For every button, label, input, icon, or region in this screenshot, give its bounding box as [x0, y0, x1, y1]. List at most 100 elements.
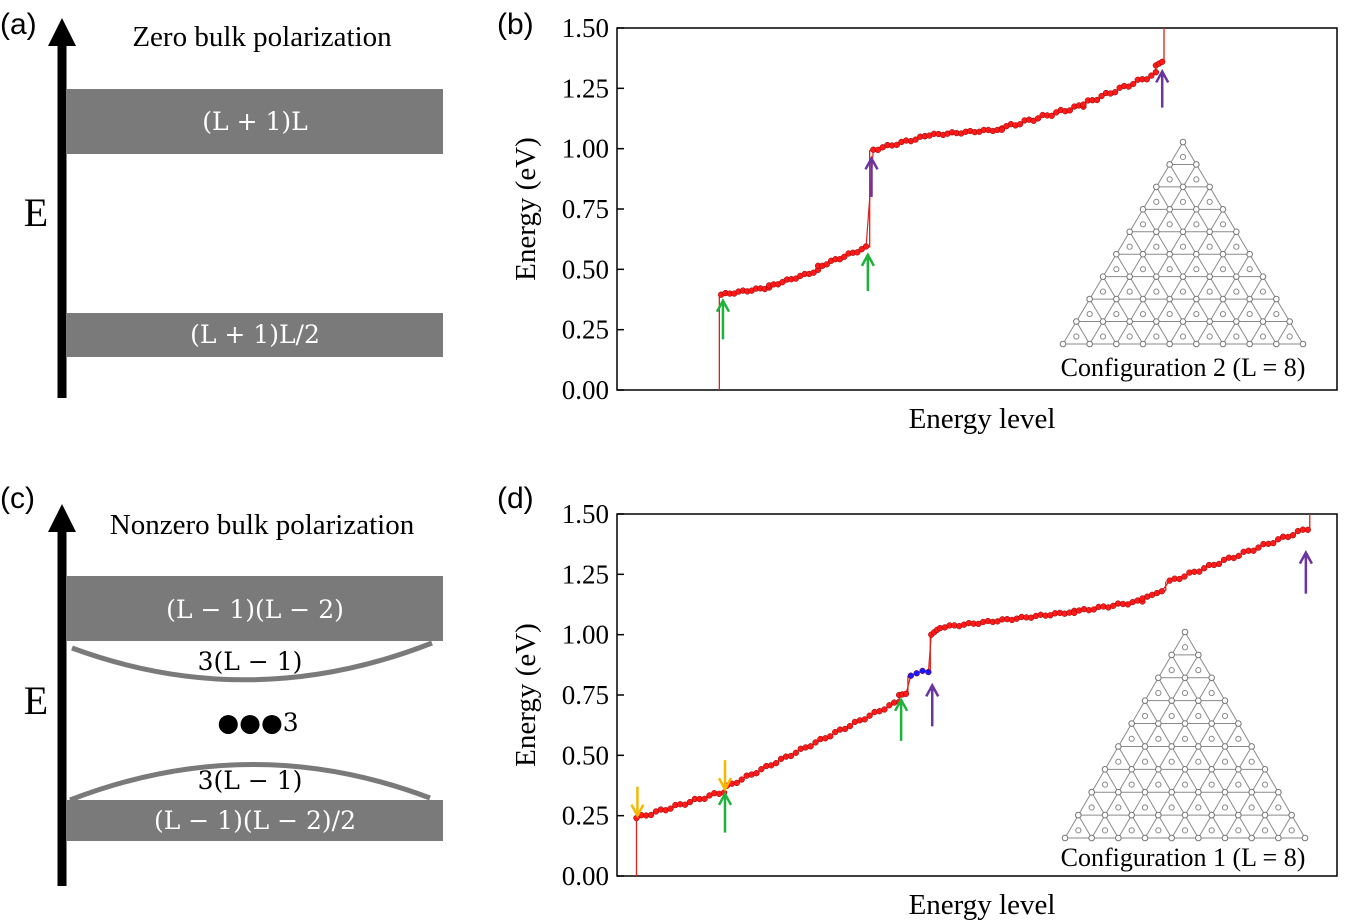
lattice-site — [1088, 788, 1095, 796]
lattice-site — [1099, 273, 1107, 280]
lattice-bond — [1155, 253, 1171, 277]
green-arrow — [860, 252, 875, 292]
green-arrow — [894, 697, 909, 741]
lattice-site — [1153, 318, 1160, 325]
lattice-bond — [1129, 276, 1144, 300]
lattice-bond — [1091, 791, 1106, 816]
energy-level-marker — [1181, 573, 1188, 580]
lattice-site — [1219, 310, 1227, 318]
lattice-site — [1073, 318, 1080, 325]
lattice-site — [1179, 273, 1187, 280]
lattice-bond — [1182, 141, 1197, 165]
energy-level-marker — [1148, 72, 1155, 79]
lattice-bond — [1209, 321, 1224, 345]
lattice-bond — [1171, 723, 1186, 747]
lattice-site — [1246, 310, 1253, 318]
energy-level-marker — [1201, 565, 1208, 572]
panel-d-label: (d) — [497, 482, 534, 515]
yellow-arrow — [717, 760, 733, 792]
lattice-bond — [1171, 814, 1186, 839]
lattice-bond — [1169, 276, 1184, 300]
lattice-site — [1073, 333, 1080, 340]
lattice-site — [1193, 266, 1200, 273]
lattice-site — [1193, 161, 1200, 168]
lattice-site — [1208, 766, 1215, 773]
lattice-bond — [1249, 298, 1264, 322]
y-tick-label: 0.25 — [562, 315, 609, 345]
energy-level-marker — [846, 722, 854, 730]
energy-level-marker — [881, 706, 888, 713]
panel-a-title: Zero bulk polarization — [132, 21, 392, 53]
lattice-site — [1113, 266, 1120, 273]
lattice-bond — [1075, 298, 1091, 322]
lattice-site — [1099, 333, 1107, 340]
lattice-site — [1075, 827, 1082, 834]
lattice-bond — [1211, 677, 1226, 701]
lattice-site — [1101, 827, 1109, 834]
energy-level-marker — [912, 136, 919, 143]
lattice-site — [1179, 333, 1187, 340]
energy-level-marker — [1215, 560, 1223, 568]
lattice-bond — [1211, 814, 1226, 839]
lattice-bond — [1157, 654, 1173, 679]
lattice-bond — [1169, 164, 1184, 188]
upper-band-c-label: (L − 1)(L − 2) — [166, 595, 344, 624]
lattice-site — [1166, 266, 1173, 273]
lattice-site — [1126, 318, 1133, 325]
lattice-site — [1273, 310, 1280, 318]
lattice-site — [1115, 804, 1122, 811]
lattice-site — [1141, 743, 1149, 750]
lattice-bond — [1131, 723, 1146, 747]
lattice-bond — [1251, 814, 1266, 839]
lattice-site — [1206, 273, 1213, 280]
lattice-site — [1166, 295, 1173, 303]
lattice-site — [1128, 735, 1135, 742]
energy-curve — [636, 529, 1308, 819]
lattice-bond — [1142, 321, 1157, 345]
lattice-bond — [1115, 253, 1131, 277]
lattice-site — [1179, 288, 1187, 295]
lattice-site — [1208, 827, 1215, 834]
lattice-site — [1088, 804, 1095, 811]
lattice-site — [1166, 250, 1173, 258]
lattice-bond — [1277, 814, 1293, 839]
lattice-bond — [1144, 677, 1159, 701]
lattice-site — [1233, 318, 1240, 325]
lattice-bond — [1104, 769, 1119, 793]
lattice-site — [1301, 834, 1309, 842]
lattice-site — [1153, 273, 1160, 280]
lattice-bond — [1064, 814, 1079, 839]
lattice-site — [1139, 266, 1147, 273]
lattice-site — [1206, 198, 1213, 205]
lattice-site — [1208, 781, 1215, 788]
lattice-bond — [1264, 814, 1279, 839]
lattice-site — [1273, 295, 1280, 303]
lattice-site — [1168, 758, 1175, 765]
lattice-site — [1099, 288, 1107, 295]
lattice-bond — [1131, 700, 1146, 724]
lattice-bond — [1142, 298, 1157, 322]
lattice-bond — [1209, 186, 1224, 210]
energy-level-marker — [758, 766, 765, 773]
lattice-site — [1153, 228, 1160, 236]
lattice-site — [1248, 834, 1255, 842]
panel-b: (b) 0.00 0.25 0.50 0.75 1.00 1.25 1.50 Energy … — [497, 8, 1338, 435]
lattice-site — [1193, 206, 1200, 213]
lower-edge-arc — [69, 762, 431, 803]
lattice-bond — [1262, 276, 1277, 300]
lattice-bond — [1142, 231, 1157, 255]
lattice-bond — [1115, 276, 1131, 300]
panel-c-label: (c) — [0, 482, 35, 515]
lattice-bond — [1224, 746, 1239, 770]
lattice-site — [1235, 811, 1242, 819]
arrow-head — [1155, 68, 1170, 84]
lattice-site — [1219, 221, 1227, 228]
lattice-bond — [1224, 700, 1239, 724]
lattice-site — [1139, 340, 1147, 348]
y-tick-label: 0.25 — [562, 801, 609, 831]
lattice-site — [1168, 712, 1175, 720]
lattice-bond — [1182, 186, 1197, 210]
lattice-site — [1153, 183, 1160, 191]
lattice-bond — [1157, 723, 1173, 747]
energy-level-marker — [1111, 89, 1119, 96]
